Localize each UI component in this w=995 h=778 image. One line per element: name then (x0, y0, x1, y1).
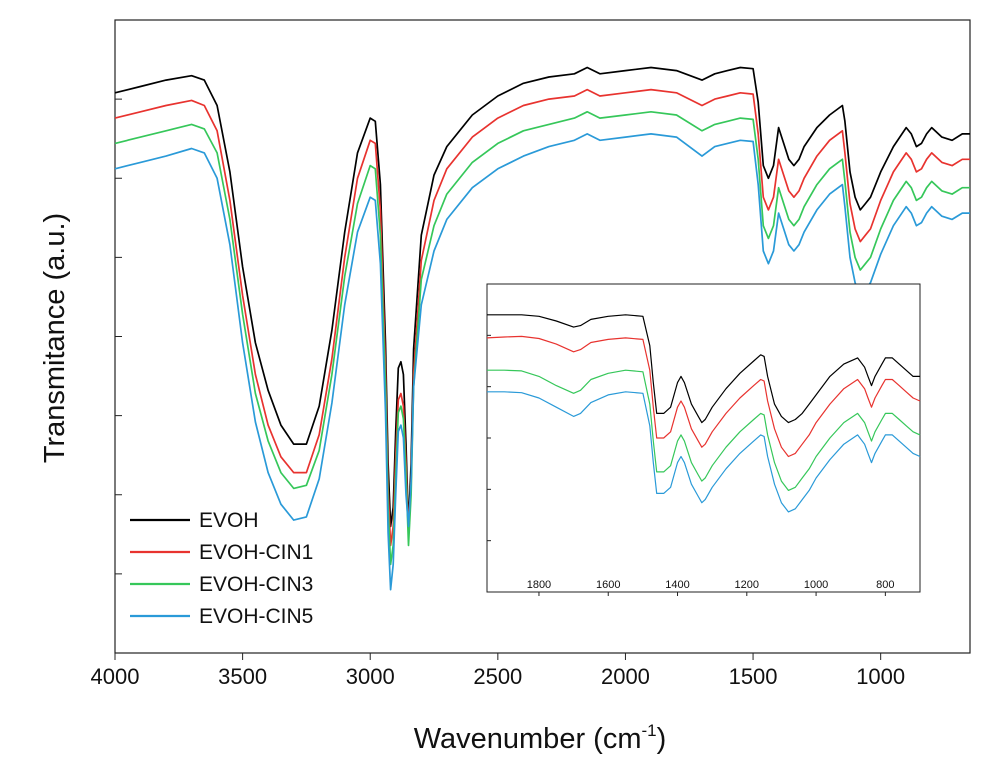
x-axis-title-superscript: -1 (641, 721, 656, 740)
inset-plot-frame (486, 283, 921, 593)
main-x-tick-label-1000: 1000 (856, 664, 905, 689)
main-x-tick-label-3500: 3500 (218, 664, 267, 689)
legend: EVOH EVOH-CIN1 EVOH-CIN3 EVOH-CIN5 (130, 509, 313, 628)
legend-label-evoh-cin3: EVOH-CIN3 (199, 573, 313, 596)
main-x-tick-label-3000: 3000 (346, 664, 395, 689)
y-axis-title: Transmitance (a.u.) (39, 213, 71, 463)
inset-x-tick-label-1000: 1000 (804, 579, 828, 591)
main-x-tick-label-2500: 2500 (473, 664, 522, 689)
main-series-line-evoh (114, 66, 970, 528)
inset-series-line-evoh (487, 314, 920, 424)
x-axis-title: Wavenumber (cm-1) (414, 721, 667, 755)
inset-series-line-evoh-cin5 (487, 391, 921, 513)
main-x-tick-label-1500: 1500 (729, 664, 778, 689)
main-series-line-evoh-cin3 (114, 110, 970, 566)
inset-axis-ticks: 1800 1600 1400 1200 1000 800 (487, 334, 895, 596)
inset-x-tick-label-1200: 1200 (735, 579, 759, 591)
legend-label-evoh-cin1: EVOH-CIN1 (199, 541, 313, 564)
inset-x-tick-label-800: 800 (876, 579, 894, 591)
inset-x-tick-label-1600: 1600 (596, 579, 620, 591)
legend-label-evoh: EVOH (199, 509, 259, 532)
inset-series-line-evoh-cin1 (486, 335, 921, 458)
main-x-tick-label-4000: 4000 (91, 664, 140, 689)
inset-series-line-evoh-cin3 (487, 369, 921, 491)
legend-label-evoh-cin5: EVOH-CIN5 (199, 605, 313, 628)
inset-x-tick-label-1800: 1800 (527, 579, 551, 591)
main-axis-ticks: 4000 3500 3000 2500 2000 1500 1000 (91, 98, 905, 689)
x-axis-title-close: ) (657, 723, 667, 755)
inset-series-group (486, 314, 921, 513)
main-series-line-evoh-cin1 (114, 88, 970, 547)
main-x-tick-label-2000: 2000 (601, 664, 650, 689)
inset-x-tick-label-1400: 1400 (665, 579, 689, 591)
